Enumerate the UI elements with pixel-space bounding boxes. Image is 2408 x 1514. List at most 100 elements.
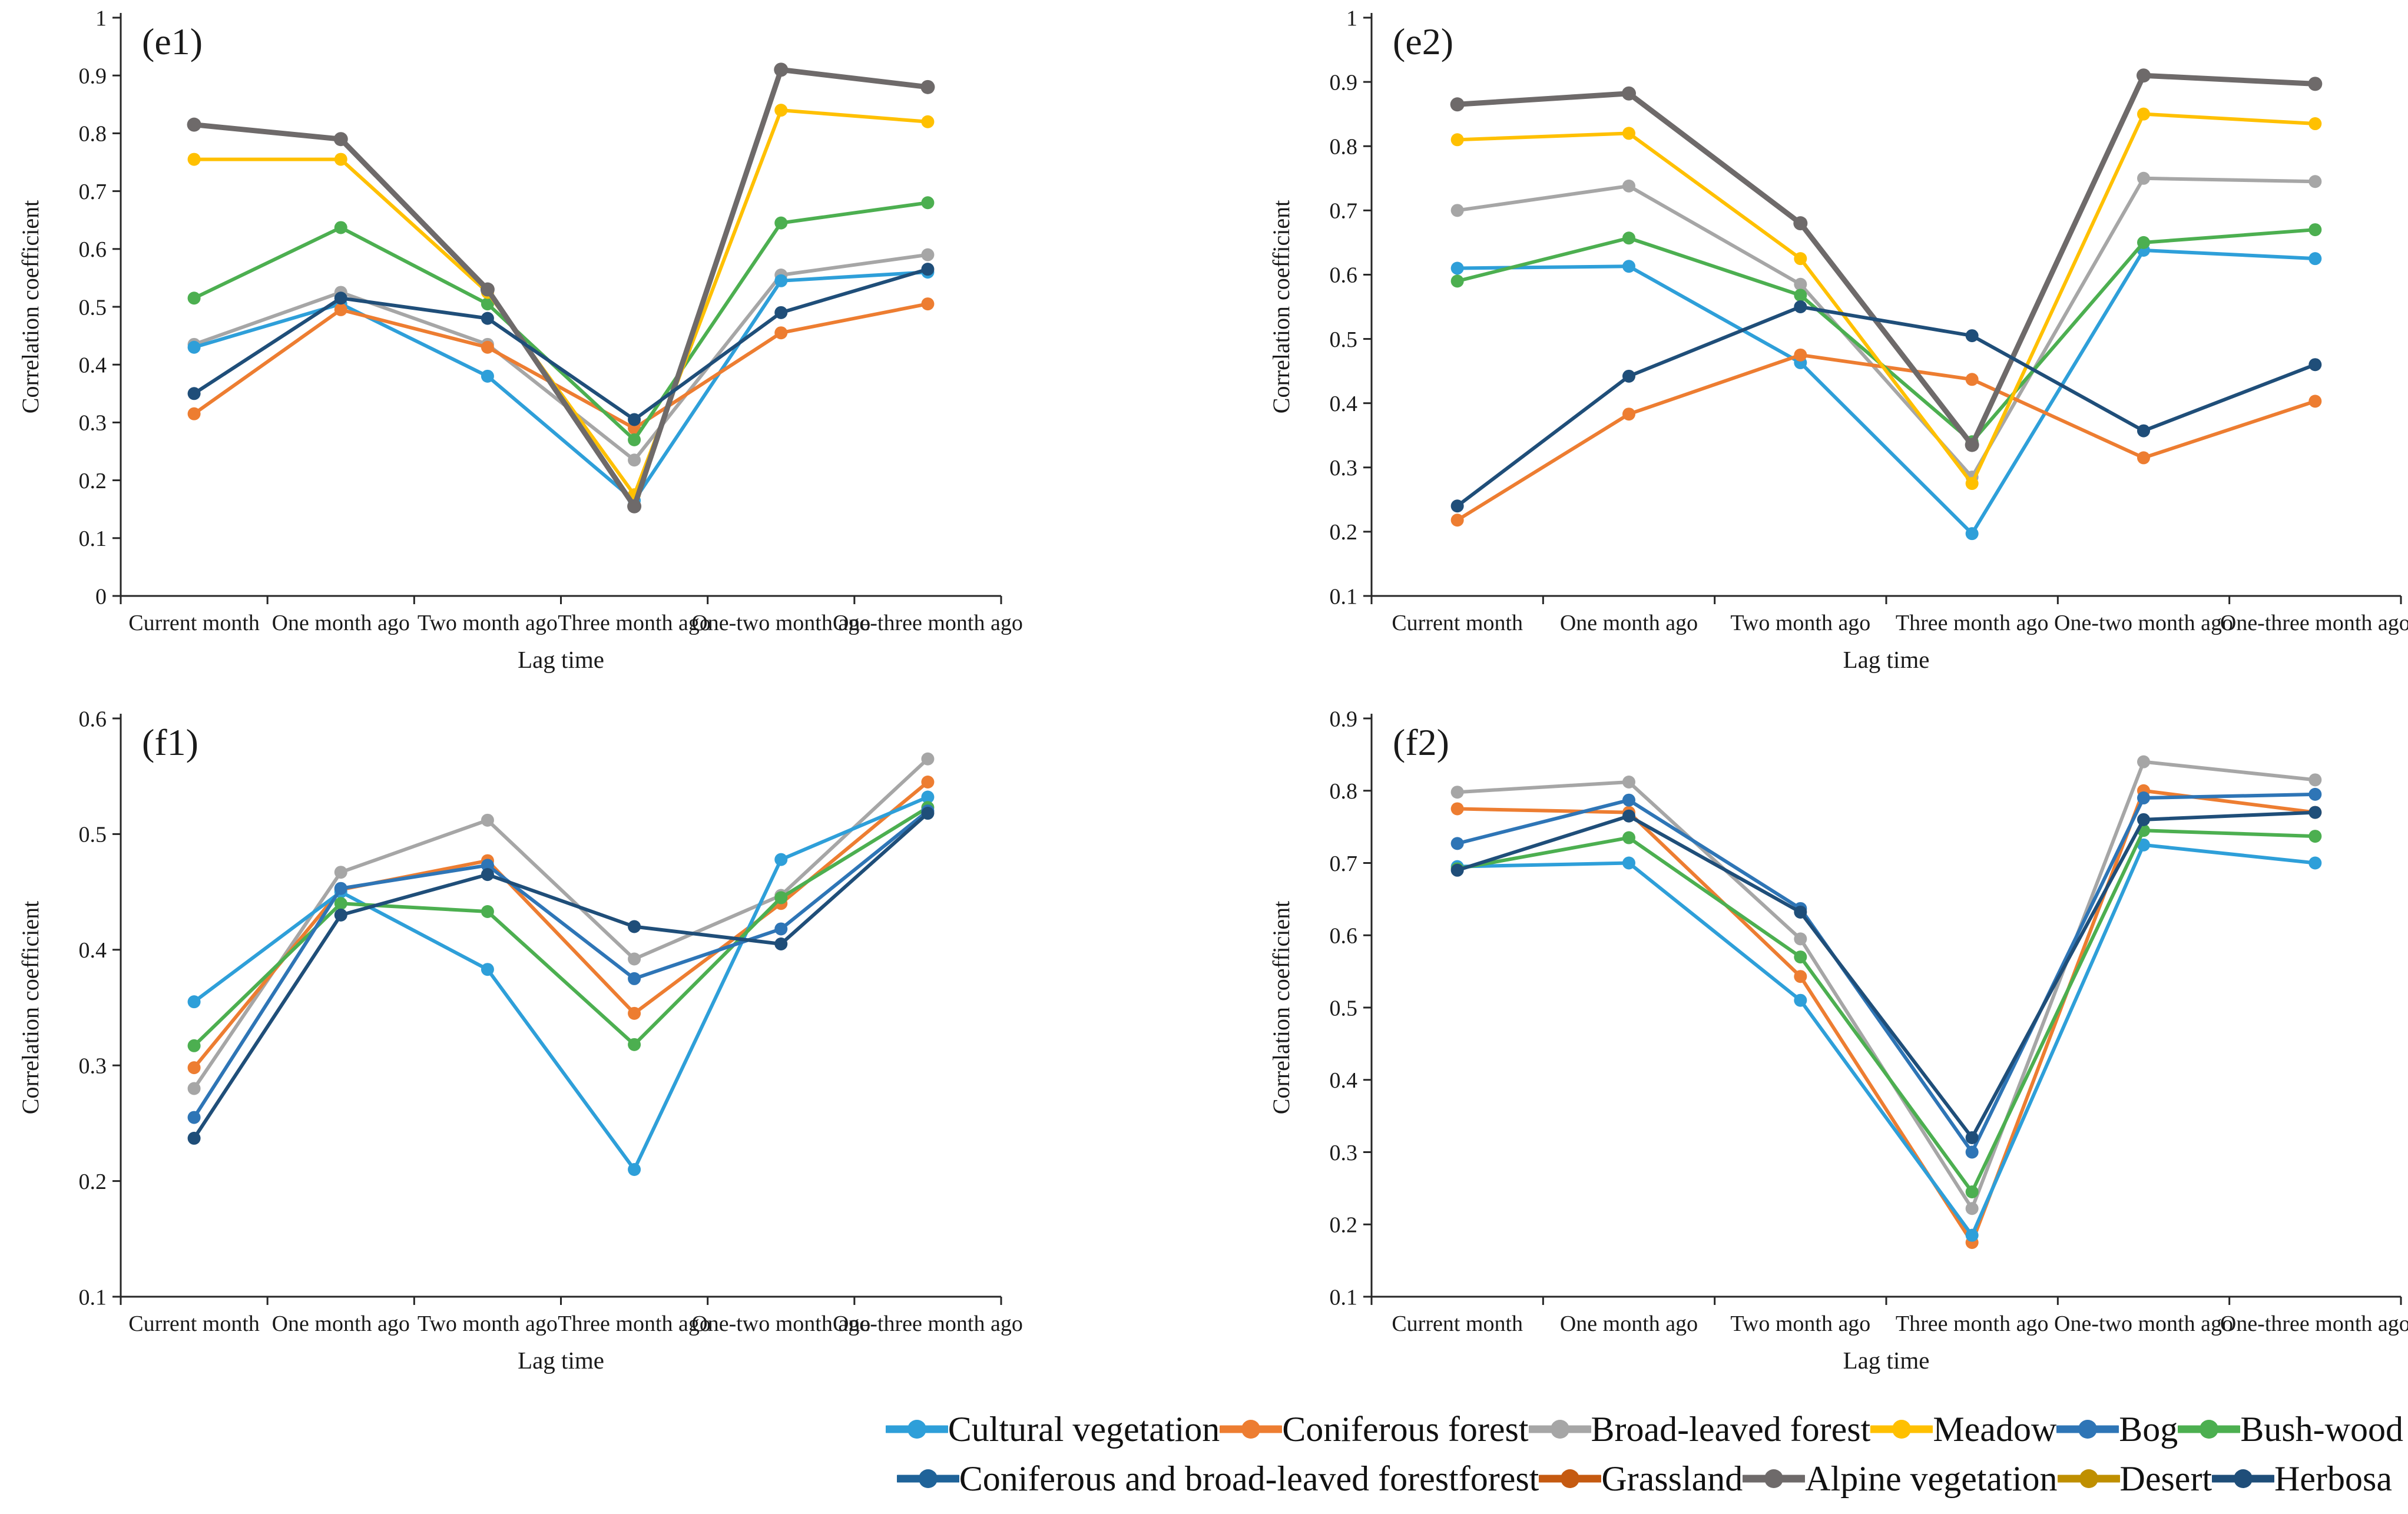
data-point (1622, 776, 1635, 789)
series-meadow (1450, 107, 2322, 491)
series-cultural (187, 790, 935, 1176)
y-tick-label: 0.6 (1330, 924, 1358, 949)
data-point (187, 407, 201, 420)
legend-rows: Cultural vegetation Coniferous forest Broa… (885, 1405, 2403, 1503)
bushwood-series-marker-icon (2178, 1420, 2241, 1439)
y-axis-title: Correlation coefficient (1268, 901, 1294, 1114)
data-point (1450, 786, 1464, 799)
data-point (628, 952, 641, 966)
legend-row-1: Cultural vegetation Coniferous forest Broa… (885, 1405, 2403, 1453)
data-point (187, 1131, 201, 1145)
series-broadleaved (187, 248, 935, 467)
series-cultural (1450, 838, 2322, 1242)
series-alpine (187, 62, 935, 513)
data-point (628, 972, 641, 985)
data-point (628, 1162, 641, 1176)
x-tick-label: Two month ago (1730, 1311, 1870, 1336)
data-point (187, 291, 201, 305)
data-point (1622, 408, 1635, 421)
data-point (481, 813, 494, 827)
data-point (1622, 369, 1635, 383)
data-point (334, 882, 347, 895)
data-point (187, 995, 201, 1009)
series-cultural (1450, 243, 2322, 541)
y-tick-label: 0.8 (1330, 779, 1358, 804)
data-point (921, 196, 935, 210)
x-tick-label: Two month ago (418, 611, 558, 635)
series-bushwood (1450, 824, 2322, 1199)
data-point (2137, 755, 2150, 768)
data-point (921, 752, 935, 766)
data-point (481, 963, 494, 976)
y-tick-label: 0.9 (1330, 70, 1358, 95)
series-meadow (187, 104, 935, 502)
panel-cell-e1: 0 0.1 0.2 0.3 0.4 0.5 0.6 0.7 0.8 0.9 1 Current mon… (0, 0, 1204, 701)
data-point (187, 1061, 201, 1075)
panel-label: (e2) (1393, 21, 1453, 62)
data-point (2137, 68, 2151, 83)
series-herbosa (1450, 300, 2322, 513)
data-point (774, 274, 788, 287)
series-bog (1450, 787, 2322, 1159)
data-point (1965, 1131, 1979, 1144)
data-point (1794, 950, 1807, 964)
x-tick-label: One month ago (272, 611, 410, 635)
data-point (187, 117, 201, 132)
data-point (1622, 809, 1635, 823)
data-point (187, 340, 201, 354)
data-point (481, 905, 494, 918)
x-tick-label: One-three month ago (833, 611, 1023, 635)
desert-series-marker-icon (2057, 1469, 2120, 1488)
series-line (1455, 72, 2318, 448)
data-point (774, 853, 788, 866)
chart-panel-e1: 0 0.1 0.2 0.3 0.4 0.5 0.6 0.7 0.8 0.9 1 Current mon… (17, 6, 1023, 673)
data-point (2137, 424, 2150, 438)
data-point (2308, 773, 2322, 787)
series-line (1455, 843, 2317, 1237)
series-line (1455, 176, 2317, 479)
data-point (334, 866, 347, 879)
grassland-series-marker-icon (1539, 1469, 1602, 1488)
legend-label-bog: Bog (2119, 1410, 2178, 1449)
legend-label-coniferous: Coniferous forest (1282, 1410, 1529, 1449)
data-point (2137, 236, 2150, 249)
data-point (921, 790, 935, 804)
data-point (774, 306, 788, 319)
x-tick-label: One-two month ago (2054, 1311, 2233, 1336)
data-point (1793, 216, 1808, 231)
x-tick-label: One-three month ago (833, 1311, 1023, 1336)
data-point (1965, 1185, 1979, 1199)
data-point (628, 453, 641, 467)
data-point (1965, 1228, 1979, 1242)
data-point (2137, 813, 2150, 826)
panel-grid: 0 0.1 0.2 0.3 0.4 0.5 0.6 0.7 0.8 0.9 1 Current mon… (0, 0, 2408, 1374)
series-line (1455, 829, 2317, 1194)
data-point (920, 79, 935, 94)
x-tick-label: One month ago (1560, 611, 1698, 635)
data-point (921, 248, 935, 261)
series-bushwood (187, 196, 935, 446)
data-point (921, 776, 935, 789)
y-tick-label: 0.4 (1330, 392, 1358, 416)
data-point (628, 413, 641, 426)
data-point (2308, 175, 2322, 188)
legend-label-broadleaved: Broad-leaved forest (1591, 1410, 1871, 1449)
x-tick-label: One-two month ago (691, 611, 870, 635)
legend-item-grassland: Grassland (1539, 1455, 1743, 1503)
series-coniferous (187, 297, 935, 435)
data-point (1794, 932, 1807, 946)
data-point (334, 303, 347, 316)
data-point (2137, 791, 2150, 805)
data-point (1965, 1202, 1979, 1215)
series-coniferous (1450, 348, 2322, 527)
data-point (1794, 277, 1807, 291)
data-point (1794, 289, 1807, 302)
y-axis-title: Correlation coefficient (17, 200, 44, 413)
data-point (481, 297, 494, 311)
x-tick-label: Current month (128, 1311, 260, 1336)
chart-panel-f1: 0.1 0.2 0.3 0.4 0.5 0.6 Current month One month… (17, 707, 1023, 1374)
y-tick-label: 0.4 (79, 938, 107, 963)
data-point (1450, 837, 1464, 850)
data-point (1965, 329, 1979, 343)
y-tick-label: 0.8 (1330, 135, 1358, 160)
